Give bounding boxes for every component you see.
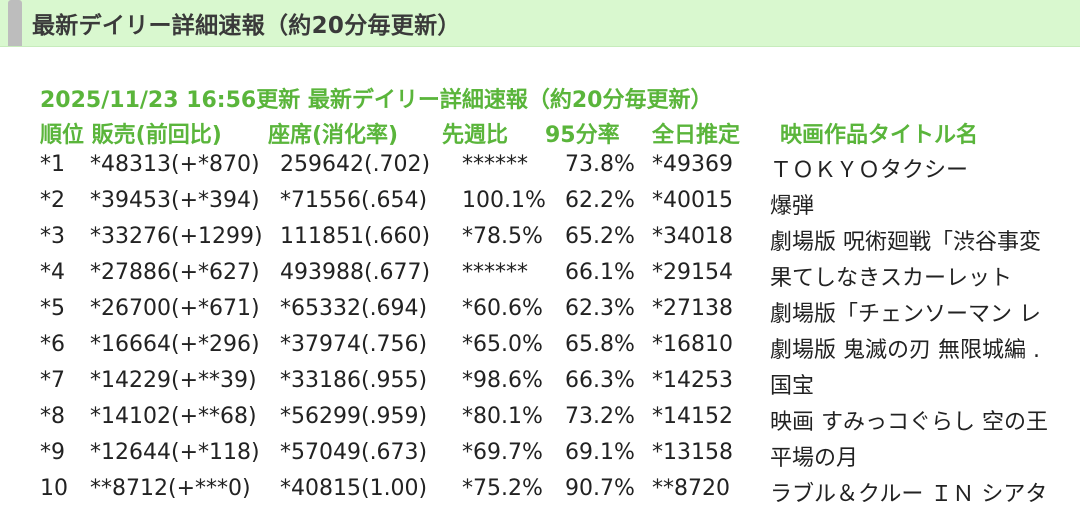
section-header: 最新デイリー詳細速報（約20分毎更新） [0,0,1080,47]
rank-cell: *1 [40,152,65,177]
week-ratio-cell: ****** [462,152,528,177]
sales-cell: *33276(+1299) [90,224,263,249]
report-content: 2025/11/23 16:56更新 最新デイリー詳細速報（約20分毎更新） 順… [0,46,1080,527]
estimate-cell: *13158 [652,440,733,465]
estimate-cell: *14152 [652,404,733,429]
seats-cell: *37974(.756) [280,332,428,357]
rate95-cell: 90.7% [565,476,635,501]
column-header-seats: 座席(消化率) [268,123,399,148]
estimate-cell: *49369 [652,152,733,177]
sales-cell: *12644(+*118) [90,440,260,465]
estimate-cell: **8720 [652,476,730,501]
table-row: *1 *48313(+*870) 259642(.702) ****** 73.… [0,152,1080,188]
rank-cell: *8 [40,404,65,429]
rank-cell: *3 [40,224,65,249]
table-row: *9 *12644(+*118) *57049(.673) *69.7% 69.… [0,440,1080,476]
column-header-rank-sales: 順位 販売(前回比) [40,123,222,148]
rate95-cell: 62.3% [565,296,635,321]
section-title: 最新デイリー詳細速報（約20分毎更新） [32,13,461,39]
movie-title-cell: ラブル＆クルー ＩＮ シアタ [770,482,1048,507]
movie-title-cell: 劇場版 呪術廻戦「渋谷事変 [770,230,1041,255]
movie-title-cell: 劇場版 鬼滅の刃 無限城編 . [770,338,1040,363]
movie-title-cell: 爆弾 [770,194,815,219]
rate95-cell: 73.2% [565,404,635,429]
seats-cell: *33186(.955) [280,368,428,393]
seats-cell: *71556(.654) [280,188,428,213]
table-row: *2 *39453(+*394) *71556(.654) 100.1% 62.… [0,188,1080,224]
seats-cell: 259642(.702) [280,152,431,177]
movie-title-cell: ＴＯＫＹＯタクシー [770,158,969,183]
column-header-estimate: 全日推定 [652,123,741,148]
estimate-cell: *29154 [652,260,733,285]
report-updated-title: 2025/11/23 16:56更新 最新デイリー詳細速報（約20分毎更新） [40,88,713,113]
rank-cell: 10 [40,476,68,501]
week-ratio-cell: *60.6% [462,296,543,321]
rank-cell: *6 [40,332,65,357]
table-row: *7 *14229(+**39) *33186(.955) *98.6% 66.… [0,368,1080,404]
rank-cell: *7 [40,368,65,393]
seats-cell: *40815(1.00) [280,476,428,501]
rank-cell: *2 [40,188,65,213]
estimate-cell: *27138 [652,296,733,321]
header-tab-marker [8,0,22,46]
column-header-rate95: 95分率 [545,123,620,148]
sales-cell: *14229(+**39) [90,368,257,393]
table-row: *4 *27886(+*627) 493988(.677) ****** 66.… [0,260,1080,296]
week-ratio-cell: 100.1% [462,188,546,213]
rank-cell: *9 [40,440,65,465]
sales-cell: **8712(+***0) [90,476,251,501]
rate95-cell: 65.2% [565,224,635,249]
sales-cell: *14102(+**68) [90,404,257,429]
table-row: *6 *16664(+*296) *37974(.756) *65.0% 65.… [0,332,1080,368]
rate95-cell: 69.1% [565,440,635,465]
sales-cell: *39453(+*394) [90,188,260,213]
estimate-cell: *16810 [652,332,733,357]
table-row: *8 *14102(+**68) *56299(.959) *80.1% 73.… [0,404,1080,440]
rate95-cell: 66.3% [565,368,635,393]
rate95-cell: 66.1% [565,260,635,285]
table-row: *3 *33276(+1299) 111851(.660) *78.5% 65.… [0,224,1080,260]
movie-title-cell: 果てしなきスカーレット [770,266,1013,291]
seats-cell: 111851(.660) [280,224,431,249]
ranking-table: *1 *48313(+*870) 259642(.702) ****** 73.… [0,152,1080,512]
movie-title-cell: 劇場版「チェンソーマン レ [770,302,1041,327]
seats-cell: *56299(.959) [280,404,428,429]
rate95-cell: 73.8% [565,152,635,177]
estimate-cell: *40015 [652,188,733,213]
sales-cell: *16664(+*296) [90,332,260,357]
estimate-cell: *34018 [652,224,733,249]
table-row: 10 **8712(+***0) *40815(1.00) *75.2% 90.… [0,476,1080,512]
rank-cell: *5 [40,296,65,321]
week-ratio-cell: *98.6% [462,368,543,393]
sales-cell: *27886(+*627) [90,260,260,285]
column-header-title: 映画作品タイトル名 [780,123,979,148]
movie-title-cell: 平場の月 [770,446,859,471]
rank-cell: *4 [40,260,65,285]
seats-cell: 493988(.677) [280,260,431,285]
sales-cell: *48313(+*870) [90,152,260,177]
week-ratio-cell: *78.5% [462,224,543,249]
week-ratio-cell: *75.2% [462,476,543,501]
week-ratio-cell: *80.1% [462,404,543,429]
seats-cell: *57049(.673) [280,440,428,465]
week-ratio-cell: *69.7% [462,440,543,465]
rate95-cell: 65.8% [565,332,635,357]
movie-title-cell: 映画 すみっコぐらし 空の王 [770,410,1048,435]
movie-title-cell: 国宝 [770,374,815,399]
column-header-week: 先週比 [442,123,509,148]
seats-cell: *65332(.694) [280,296,428,321]
rate95-cell: 62.2% [565,188,635,213]
table-row: *5 *26700(+*671) *65332(.694) *60.6% 62.… [0,296,1080,332]
estimate-cell: *14253 [652,368,733,393]
week-ratio-cell: *65.0% [462,332,543,357]
sales-cell: *26700(+*671) [90,296,260,321]
column-headers: 順位 販売(前回比) 座席(消化率) 先週比 95分率 全日推定 映画作品タイト… [40,117,1080,148]
week-ratio-cell: ****** [462,260,528,285]
